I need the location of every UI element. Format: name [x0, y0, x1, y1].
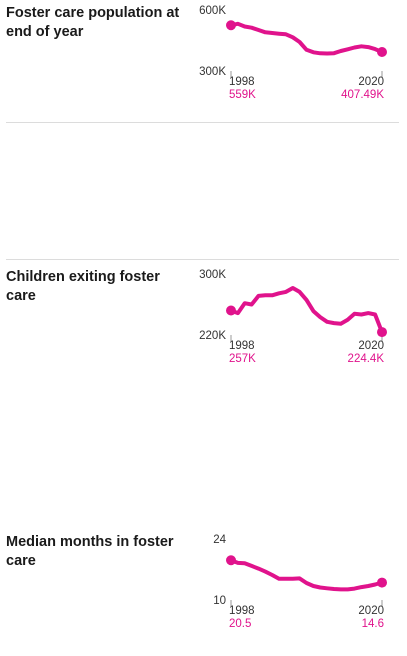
end-year-label: 2020 [358, 340, 384, 352]
start-value-label: 20.5 [229, 618, 251, 630]
start-year-label: 1998 [229, 340, 255, 352]
end-value-label: 224.4K [348, 353, 385, 365]
panel-divider [6, 122, 399, 123]
y-tick-label-max: 24 [213, 534, 226, 546]
y-tick-label-max: 600K [199, 5, 226, 17]
panel-median-months: Median months in foster care 24 10 1998 20.… [0, 529, 407, 656]
end-value-label: 14.6 [362, 618, 384, 630]
y-tick-label-min: 300K [199, 66, 226, 78]
series-line [229, 21, 384, 56]
series-line [229, 558, 384, 592]
end-year-label: 2020 [358, 605, 384, 617]
start-point-marker [226, 20, 236, 31]
series-line [229, 286, 384, 335]
y-tick-label-min: 10 [213, 595, 226, 607]
end-year-label: 2020 [358, 76, 384, 88]
end-point-marker [377, 327, 387, 338]
panel-foster-population: Foster care population at end of year 60… [0, 0, 407, 127]
start-year-label: 1998 [229, 76, 255, 88]
y-tick-label-max: 300K [199, 269, 226, 281]
start-point-marker [226, 555, 236, 566]
end-value-label: 407.49K [341, 89, 384, 101]
small-multiples-container: Foster care population at end of year 60… [0, 0, 407, 630]
start-value-label: 559K [229, 89, 256, 101]
panel-divider [6, 259, 399, 260]
panel-children-exiting: Children exiting foster care 300K 220K 199… [0, 264, 407, 391]
start-value-label: 257K [229, 353, 256, 365]
y-tick-label-min: 220K [199, 330, 226, 342]
end-point-marker [377, 47, 387, 58]
chart-title: Children exiting foster care [6, 269, 160, 304]
start-point-marker [226, 305, 236, 316]
end-point-marker [377, 577, 387, 588]
chart-title: Foster care population at end of year [6, 5, 180, 40]
start-year-label: 1998 [229, 605, 255, 617]
